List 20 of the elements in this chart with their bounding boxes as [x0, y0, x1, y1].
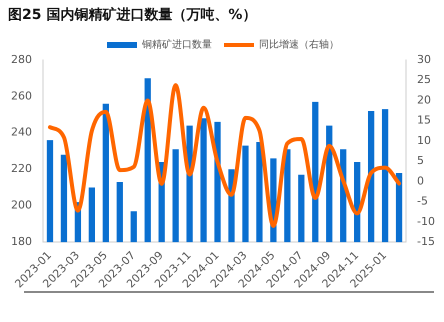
y2-tick-label: 0	[417, 174, 424, 188]
y-tick-label: 180	[10, 235, 32, 248]
line-series	[48, 83, 402, 228]
legend-label: 铜精矿进口数量	[141, 38, 212, 51]
y2-tick-label: 25	[417, 73, 432, 86]
y2-tick-label: -10	[417, 214, 435, 228]
y-tick-label: 240	[10, 126, 32, 139]
y-tick-label: 220	[10, 162, 32, 176]
y2-tick-label: -5	[417, 194, 428, 208]
y2-tick-label: 20	[417, 93, 432, 106]
y2-tick-label: 5	[417, 154, 424, 168]
y-tick-label: 260	[10, 89, 32, 102]
y2-tick-label: -15	[417, 235, 435, 248]
chart-title: 图25 国内铜精矿进口数量（万吨、%）	[8, 6, 256, 24]
y2-tick-label: 10	[417, 134, 432, 147]
y-tick-label: 280	[10, 52, 32, 66]
legend-label: 同比增速（右轴）	[259, 38, 339, 51]
y-tick-label: 200	[10, 198, 32, 212]
y2-tick-label: 30	[417, 52, 432, 66]
y2-tick-label: 15	[417, 114, 432, 127]
